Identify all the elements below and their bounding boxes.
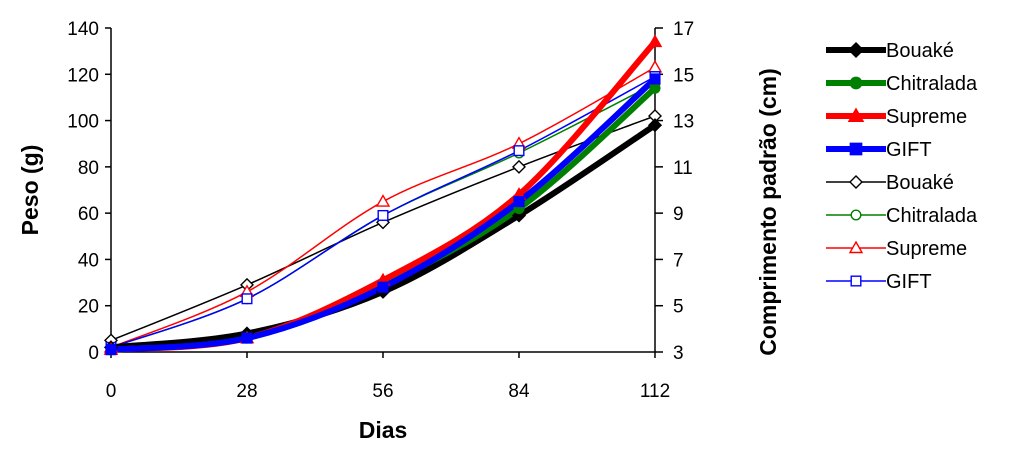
y-tick-label: 60 bbox=[78, 204, 99, 225]
y2-tick-label: 5 bbox=[673, 297, 684, 318]
y2-tick-label: 17 bbox=[673, 19, 694, 40]
legend-label-supreme: Supreme bbox=[886, 238, 967, 260]
legend-label-supreme: Supreme bbox=[886, 106, 967, 128]
y-tick-label: 100 bbox=[67, 112, 99, 133]
ticks: 0 20 40 60 80 100 120 140 3 5 7 9 11 13 15 17 0 28 56 84 112 bbox=[67, 19, 694, 402]
legend-marker-chitralada bbox=[850, 209, 862, 221]
legend-label-chitralada: Chitralada bbox=[886, 205, 978, 227]
y-axis-title: Peso (g) bbox=[17, 145, 43, 236]
data-point-bouake-peso bbox=[647, 118, 663, 133]
data-point-supreme-peso bbox=[647, 34, 663, 48]
data-point-gift-comprimento bbox=[241, 293, 253, 305]
legend-marker-bouake bbox=[849, 175, 863, 189]
data-point-gift-peso bbox=[649, 73, 661, 85]
legend-label-chitralada: Chitralada bbox=[886, 73, 978, 95]
data-point-gift-peso bbox=[513, 196, 525, 208]
data-point-bouake-comprimento bbox=[512, 159, 526, 174]
y-tick-label: 20 bbox=[78, 297, 99, 318]
y2-axis-title: Comprimento padrão (cm) bbox=[755, 68, 781, 356]
y-tick-label: 120 bbox=[67, 65, 99, 86]
legend: Bouaké Chitralada Supreme GIFT Bouaké Chitral… bbox=[826, 40, 978, 293]
y-tick-label: 0 bbox=[88, 343, 99, 364]
legend-label-bouake: Bouaké bbox=[886, 40, 954, 62]
data-point-gift-comprimento bbox=[377, 209, 389, 221]
legend-label-gift: GIFT bbox=[886, 139, 932, 161]
data-point-chitralada-peso bbox=[649, 82, 661, 94]
y2-tick-label: 9 bbox=[673, 204, 684, 225]
x-tick-label: 112 bbox=[640, 381, 670, 402]
markers bbox=[103, 34, 663, 356]
legend-label-gift: GIFT bbox=[886, 271, 932, 293]
legend-marker-supreme bbox=[847, 107, 865, 122]
legend-label-bouake: Bouaké bbox=[886, 172, 954, 194]
data-point-gift-comprimento bbox=[513, 145, 525, 157]
y-tick-label: 40 bbox=[78, 250, 99, 271]
x-tick-label: 0 bbox=[106, 381, 117, 402]
y-tick-label: 140 bbox=[67, 19, 99, 40]
x-tick-label: 56 bbox=[372, 381, 393, 402]
legend-marker-gift bbox=[850, 275, 862, 287]
y-tick-label: 80 bbox=[78, 158, 99, 179]
y2-tick-label: 11 bbox=[673, 158, 693, 179]
y2-tick-label: 7 bbox=[673, 250, 684, 271]
y2-tick-label: 13 bbox=[673, 112, 694, 133]
x-axis-title: Dias bbox=[359, 417, 408, 443]
data-point-supreme-comprimento bbox=[375, 194, 391, 207]
data-point-gift-peso bbox=[105, 344, 117, 356]
legend-marker-supreme bbox=[848, 240, 864, 254]
y2-tick-label: 3 bbox=[673, 343, 684, 364]
legend-marker-bouake bbox=[847, 41, 865, 59]
data-point-supreme-comprimento bbox=[647, 59, 663, 73]
x-tick-label: 28 bbox=[236, 381, 257, 402]
axes bbox=[110, 28, 656, 353]
legend-marker-chitralada bbox=[849, 76, 863, 90]
x-tick-label: 84 bbox=[508, 381, 530, 402]
series-line-supreme-comprimento bbox=[110, 66, 656, 349]
data-point-gift-peso bbox=[241, 332, 253, 344]
legend-marker-gift bbox=[849, 142, 863, 156]
data-point-gift-peso bbox=[377, 281, 389, 293]
y2-tick-label: 15 bbox=[673, 65, 694, 86]
